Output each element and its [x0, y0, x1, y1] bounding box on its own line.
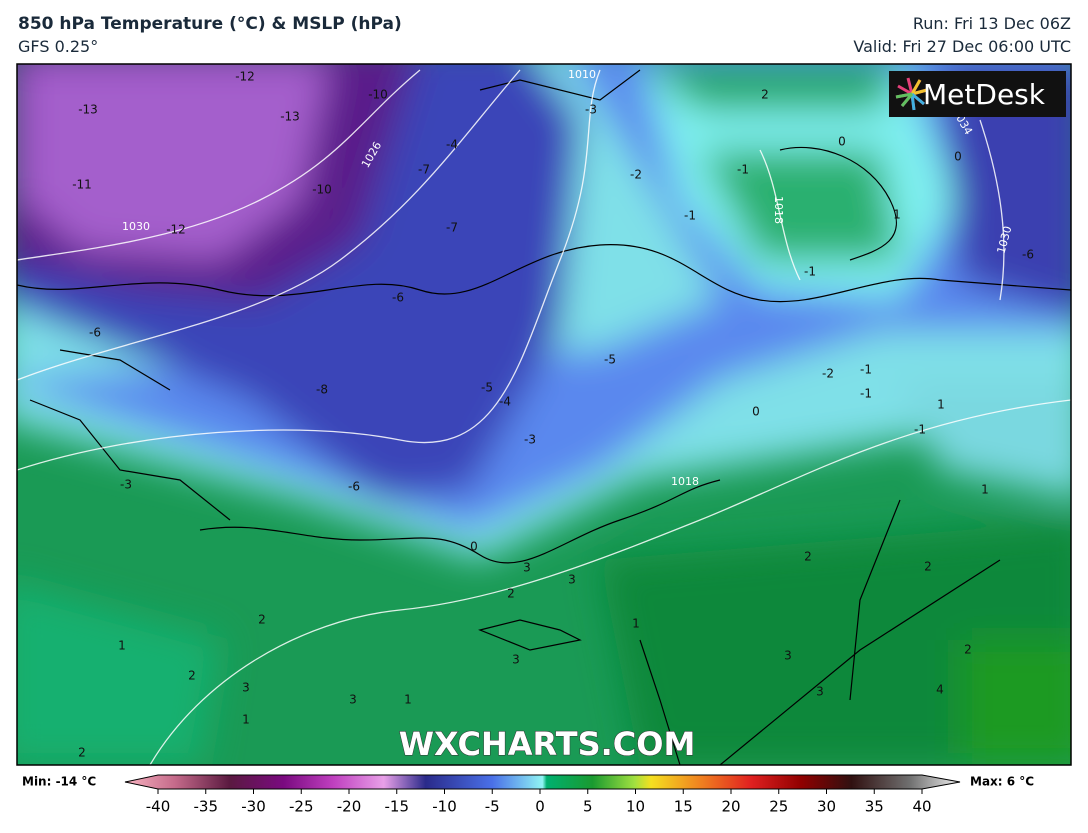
- isobar-label: 1010: [568, 68, 596, 81]
- contour-label: 3: [784, 649, 792, 663]
- contour-label: 3: [349, 693, 357, 707]
- contour-label: -6: [348, 480, 360, 494]
- contour-label: -10: [312, 183, 332, 197]
- contour-label: -6: [1022, 248, 1034, 262]
- contour-label: 1: [404, 693, 412, 707]
- contour-label: 2: [78, 746, 86, 760]
- contour-label: -1: [684, 209, 696, 223]
- run-time: Run: Fri 13 Dec 06Z: [912, 14, 1071, 33]
- contour-label: 1: [118, 639, 126, 653]
- contour-label: 1: [242, 713, 250, 727]
- contour-label: -1: [860, 363, 872, 377]
- contour-label: 2: [188, 669, 196, 683]
- coastlines: [17, 69, 1071, 765]
- contour-label: -4: [446, 138, 458, 152]
- contour-label: 1: [632, 617, 640, 631]
- watermark: WXCHARTS.COM: [399, 725, 696, 763]
- contour-label: -2: [822, 367, 834, 381]
- contour-label: -7: [446, 221, 458, 235]
- contour-label: -1: [804, 265, 816, 279]
- contour-label: 3: [242, 681, 250, 695]
- contour-label: -3: [585, 103, 597, 117]
- contour-label: 0: [470, 540, 478, 554]
- contour-label: -4: [499, 395, 511, 409]
- contour-label: 3: [512, 653, 520, 667]
- contour-label: 1: [893, 208, 901, 222]
- contour-label: 1: [937, 398, 945, 412]
- contour-label: -2: [630, 168, 642, 182]
- logo-text: MetDesk: [923, 78, 1046, 111]
- contour-label: 2: [258, 613, 266, 627]
- contour-label: -5: [481, 381, 493, 395]
- contour-label: -11: [72, 178, 92, 192]
- contour-label: -10: [368, 88, 388, 102]
- contour-label: -3: [524, 433, 536, 447]
- contour-label: -7: [418, 163, 430, 177]
- logo: MetDesk: [889, 71, 1066, 117]
- isobars: [17, 69, 1071, 765]
- contour-label: -6: [392, 291, 404, 305]
- map-field: -12 -13 -13 -10 -11 -10 -12 -4 -7 -7 -3 …: [17, 64, 1071, 765]
- contour-label: 2: [761, 88, 769, 102]
- contour-label: -13: [78, 103, 98, 117]
- title: 850 hPa Temperature (°C) & MSLP (hPa): [18, 14, 402, 34]
- isobar-label: 1018: [772, 196, 785, 224]
- isobar-label: 1030: [122, 220, 150, 233]
- isobar-label: 1018: [671, 475, 699, 488]
- contour-label: -6: [89, 326, 101, 340]
- contour-label: -3: [120, 478, 132, 492]
- valid-time: Valid: Fri 27 Dec 06:00 UTC: [853, 37, 1071, 56]
- temperature-labels: -12 -13 -13 -10 -11 -10 -12 -4 -7 -7 -3 …: [72, 70, 1034, 760]
- map-frame: [16, 63, 1072, 766]
- contour-label: 3: [523, 561, 531, 575]
- contour-label: -1: [860, 387, 872, 401]
- contour-label: -12: [166, 223, 186, 237]
- contour-label: 0: [838, 135, 846, 149]
- contour-label: 2: [507, 587, 515, 601]
- contour-label: 2: [804, 550, 812, 564]
- contour-label: 2: [964, 643, 972, 657]
- contour-label: 1: [981, 483, 989, 497]
- contour-label: 3: [568, 573, 576, 587]
- contour-label: 0: [954, 150, 962, 164]
- contour-label: 4: [936, 683, 944, 697]
- contour-label: -5: [604, 353, 616, 367]
- contour-label: -8: [316, 383, 328, 397]
- contour-label: 3: [816, 685, 824, 699]
- contour-label: -1: [737, 163, 749, 177]
- contour-label: -12: [235, 70, 255, 84]
- contour-label: 2: [924, 560, 932, 574]
- model: GFS 0.25°: [18, 37, 99, 56]
- contour-label: -1: [914, 423, 926, 437]
- contour-label: 0: [752, 405, 760, 419]
- contour-label: -13: [280, 110, 300, 124]
